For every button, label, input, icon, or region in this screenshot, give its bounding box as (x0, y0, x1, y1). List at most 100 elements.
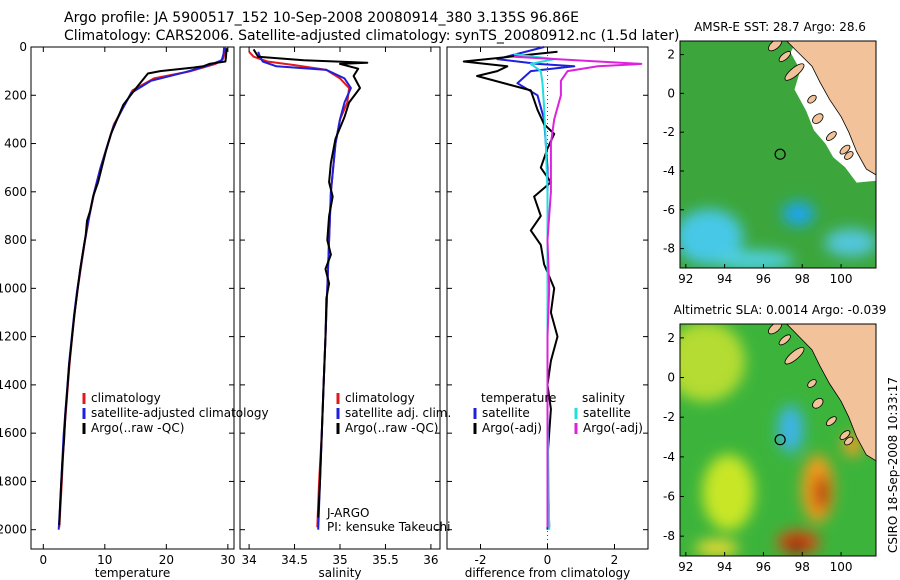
map-frame (679, 323, 877, 557)
x-tick-label: 98 (795, 272, 810, 286)
map-panels: 92 94 96 98 100 -8 -6 -4 -2 0 2 AMSR-E SST: 28.7 Ar… (663, 20, 886, 574)
x-tick-label: 96 (756, 560, 771, 574)
x-tick-label: 92 (678, 560, 693, 574)
y-tick-label: 0 (19, 40, 27, 54)
y-tick-label: -4 (663, 450, 675, 464)
x-tick-label: 0 (544, 553, 552, 567)
x-tick-label: 35 (332, 553, 347, 567)
map-field (680, 324, 876, 556)
cool-patch (680, 208, 744, 265)
x-tick-label: 94 (717, 272, 732, 286)
map-title: Altimetric SLA: 0.0014 Argo: -0.039 (674, 303, 887, 317)
x-tick-label: 35.5 (372, 553, 399, 567)
difference-legend: temperature salinitysatelliteArgo(-adj)sa… (473, 391, 643, 435)
island-outline (812, 397, 824, 409)
legend-header-salinity: salinity (582, 391, 625, 405)
y-tick-label: 1600 (0, 426, 27, 440)
figure-title-line-2: Climatology: CARS2006. Satellite-adjuste… (64, 28, 680, 44)
island-outline (768, 324, 783, 335)
x-tick-label: 94 (717, 560, 732, 574)
figure-title-line-1: Argo profile: JA 5900517_152 10-Sep-2008… (64, 10, 579, 26)
sst-cool-patches (680, 201, 876, 268)
legend-label-argo-raw-qc: Argo(..raw -QC) (345, 421, 438, 435)
x-axis-label: difference from climatology (465, 566, 631, 580)
sumatra-coast (786, 41, 876, 176)
anomaly-patch (680, 324, 746, 402)
x-tick-label: 10 (97, 553, 112, 567)
x-tick-label: 2 (611, 553, 619, 567)
argo-location-marker (774, 148, 786, 160)
y-tick-label: 1200 (0, 330, 27, 344)
plot-frame (30, 46, 235, 550)
y-tick-label: -2 (663, 125, 675, 139)
map-field (680, 41, 876, 268)
y-tick-label: -2 (663, 410, 675, 424)
y-tick-label: 200 (4, 88, 27, 102)
temperature-plot: 0 10 20 30 temperature 0 200 400 600 800 1000 1200 1… (0, 40, 235, 580)
x-tick-label: -2 (475, 553, 487, 567)
map-title: AMSR-E SST: 28.7 Argo: 28.6 (694, 20, 866, 34)
x-tick-label: 30 (220, 553, 235, 567)
island-outline (812, 113, 824, 124)
island-outline (825, 131, 837, 141)
y-tick-label: 1000 (0, 281, 27, 295)
y-tick-label: -4 (663, 164, 675, 178)
y-tick-label: -8 (663, 529, 675, 543)
x-tick-label: 36 (423, 553, 438, 567)
anomaly-patch (814, 474, 829, 511)
island-outline (825, 416, 837, 427)
map-frame (679, 40, 877, 269)
legend-label-argo-adj: Argo(-adj) (482, 421, 542, 435)
anomaly-patch (787, 539, 806, 554)
island-outline (807, 94, 817, 104)
legend-label-satellite: satellite (583, 406, 631, 420)
y-tick-label: 1400 (0, 378, 27, 392)
anomaly-patch (694, 540, 739, 556)
y-tick-label: 400 (4, 137, 27, 151)
y-tick-label: -6 (663, 490, 675, 504)
legend-label-argo-raw-qc: Argo(..raw -QC) (91, 421, 184, 435)
y-tick-label: 2 (667, 48, 675, 62)
island-outline (839, 430, 851, 440)
island-outline (784, 63, 805, 81)
y-tick-label: 2 (667, 331, 675, 345)
island-outline (844, 436, 854, 446)
cool-patch (713, 250, 794, 268)
series-line-argo-salinity (513, 55, 643, 528)
island-outline (784, 347, 805, 365)
x-tick-label: 100 (830, 272, 853, 286)
salinity-annotation-j-argo: J-ARGO (326, 506, 369, 520)
sla-anomaly-patches (680, 324, 863, 556)
legend-label-climatology: climatology (345, 391, 415, 405)
sst-map: 92 94 96 98 100 -8 -6 -4 -2 0 2 AMSR-E SST: 28.7 Ar… (663, 20, 877, 286)
x-tick-label: 20 (159, 553, 174, 567)
x-axis-label: temperature (95, 566, 170, 580)
profile-plots: 0 10 20 30temperature0200400600800100012001… (0, 40, 649, 580)
legend-header-temperature: temperature (481, 391, 556, 405)
legend-label-climatology: climatology (91, 391, 161, 405)
island-outline (778, 334, 791, 346)
legend-label-satellite: satellite (482, 406, 530, 420)
argo-location-marker (774, 434, 786, 446)
y-tick-label: -6 (663, 203, 675, 217)
island-outline (778, 51, 791, 62)
x-tick-label: 98 (795, 560, 810, 574)
island-outline (839, 144, 851, 155)
legend-label-satellite-adj-clim: satellite adj. clim. (345, 406, 451, 420)
legend-label-satellite-adjusted-climatology: satellite-adjusted climatology (91, 406, 269, 420)
y-tick-label: 1800 (0, 474, 27, 488)
cool-patch (824, 228, 876, 257)
cool-patch (782, 201, 815, 226)
y-tick-label: 800 (4, 233, 27, 247)
series-line-argo-raw-qc (252, 48, 369, 518)
sumatra-coast (786, 324, 876, 462)
y-tick-label: -8 (663, 242, 675, 256)
series-line-argo-temperature (462, 50, 559, 528)
y-tick-label: 0 (667, 371, 675, 385)
salinity-annotation-pi-kensuke-takeuchi: PI: kensuke Takeuchi (327, 520, 450, 534)
anomaly-patch (702, 454, 755, 531)
island-outline (768, 41, 783, 52)
